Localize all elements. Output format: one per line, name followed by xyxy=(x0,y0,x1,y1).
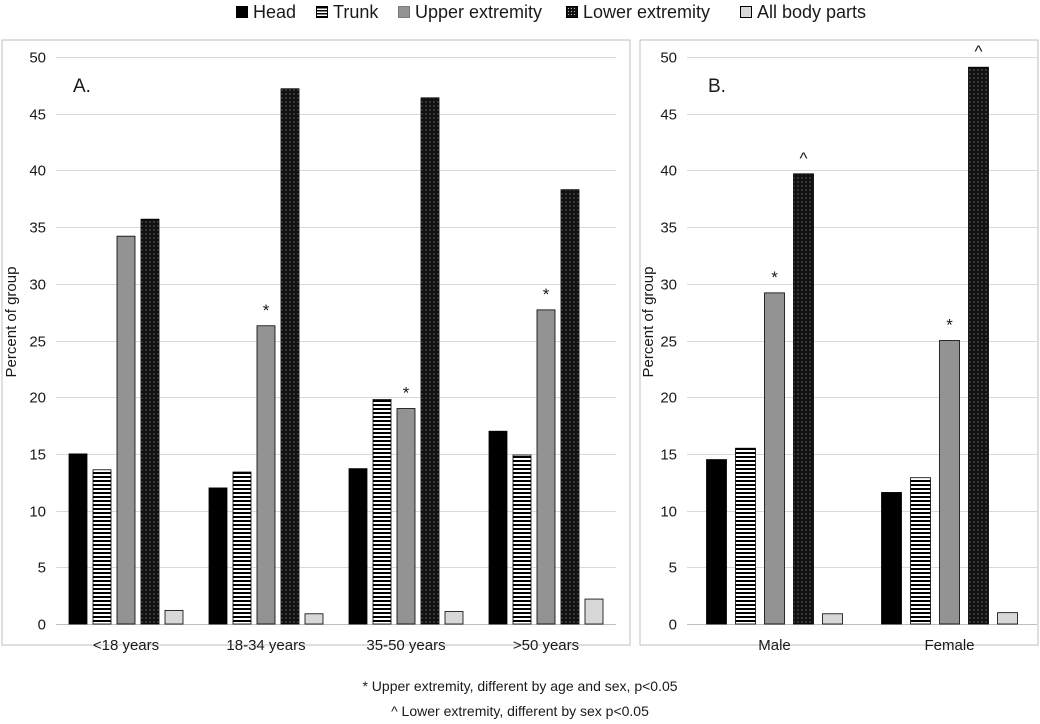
y-tick-label: 35 xyxy=(29,220,46,237)
legend-item-upper-extremity: Upper extremity xyxy=(398,0,542,24)
y-tick-label: 15 xyxy=(29,447,46,464)
bar-all-18-34-years xyxy=(304,613,324,625)
bar-trunk-18-34-years xyxy=(232,471,252,625)
bar-head-male xyxy=(706,459,727,625)
legend-label-head: Head xyxy=(253,1,297,22)
y-tick-label: 5 xyxy=(669,560,677,577)
bar-lower-50-years xyxy=(560,189,580,625)
legend-swatch-upper xyxy=(398,6,410,18)
significance-mark: ^ xyxy=(800,149,808,168)
y-tick-label: 40 xyxy=(660,163,677,180)
legend-swatch-head xyxy=(236,6,248,18)
chart-legend: Head Trunk Upper extremity Lower extremi… xyxy=(0,0,1040,26)
legend-label-all: All body parts xyxy=(757,1,867,22)
y-tick-label: 10 xyxy=(29,504,46,521)
legend-label-trunk: Trunk xyxy=(333,1,379,22)
bar-head-35-50-years xyxy=(348,468,368,625)
bar-lower-35-50-years xyxy=(420,97,440,625)
significance-mark: * xyxy=(946,316,953,335)
y-tick-label: 20 xyxy=(660,390,677,407)
y-tick-label: 5 xyxy=(38,560,46,577)
y-tick-label: 20 xyxy=(29,390,46,407)
bar-all-50-years xyxy=(584,598,604,625)
legend-item-all-body-parts: All body parts xyxy=(740,0,866,24)
panel-title: A. xyxy=(73,76,91,97)
panel-frame xyxy=(1,39,631,646)
bar-all-male xyxy=(822,613,843,625)
y-tick-label: 0 xyxy=(669,617,677,634)
chart-panel-a: 0 5 10 15 20 25 30 35 40 45 50 A. Percent of group <1… xyxy=(1,39,631,654)
bar-upper-50-years xyxy=(536,309,556,625)
bar-upper-female xyxy=(939,340,960,625)
bar-upper-35-50-years xyxy=(396,408,416,625)
bar-all-female xyxy=(997,612,1018,625)
y-tick-label: 45 xyxy=(29,107,46,124)
legend-item-trunk: Trunk xyxy=(316,0,378,24)
bar-trunk-female xyxy=(910,477,931,625)
bar-lower-female xyxy=(968,66,989,625)
legend-label-lower: Lower extremity xyxy=(583,1,711,22)
bar-trunk-50-years xyxy=(512,454,532,625)
bar-head-50-years xyxy=(488,430,508,625)
bar-trunk-35-50-years xyxy=(372,399,392,625)
significance-mark: * xyxy=(403,384,410,403)
x-tick-label-18-years: <18 years xyxy=(93,637,159,654)
footnote-lower: ^ Lower extremity, different by sex p<0.… xyxy=(391,703,649,719)
panel-title: B. xyxy=(708,76,726,97)
y-tick-label: 25 xyxy=(660,334,677,351)
bar-trunk-18-years xyxy=(92,469,112,625)
y-tick-label: 50 xyxy=(29,50,46,67)
bar-lower-male xyxy=(793,173,814,625)
x-tick-label-35-50-years: 35-50 years xyxy=(366,637,445,654)
significance-mark: * xyxy=(543,285,550,304)
legend-swatch-trunk xyxy=(316,6,328,18)
y-axis-label: Percent of group xyxy=(640,267,657,378)
bar-all-35-50-years xyxy=(444,611,464,625)
bar-upper-male xyxy=(764,292,785,625)
panel-frame xyxy=(639,39,1039,646)
y-tick-label: 10 xyxy=(660,504,677,521)
bar-all-18-years xyxy=(164,609,184,625)
y-tick-label: 30 xyxy=(29,277,46,294)
bar-head-female xyxy=(881,492,902,625)
legend-swatch-all xyxy=(740,6,752,18)
significance-mark: * xyxy=(771,268,778,287)
x-tick-label-18-34-years: 18-34 years xyxy=(226,637,305,654)
y-tick-label: 15 xyxy=(660,447,677,464)
bar-trunk-male xyxy=(735,447,756,625)
legend-swatch-lower xyxy=(566,6,578,18)
significance-mark: ^ xyxy=(975,42,983,61)
legend-item-lower-extremity: Lower extremity xyxy=(566,0,710,24)
bar-lower-18-34-years xyxy=(280,88,300,625)
chart-panel-b: 0 5 10 15 20 25 30 35 40 45 50 B. Percent of group * ^… xyxy=(639,39,1039,654)
bar-head-18-years xyxy=(68,453,88,625)
bar-upper-18-years xyxy=(116,235,136,625)
bar-upper-18-34-years xyxy=(256,325,276,625)
y-tick-label: 50 xyxy=(660,50,677,67)
legend-item-head: Head xyxy=(236,0,296,24)
x-tick-label-male: Male xyxy=(758,637,791,654)
x-tick-label-female: Female xyxy=(924,637,974,654)
y-tick-label: 35 xyxy=(660,220,677,237)
y-axis-label: Percent of group xyxy=(3,267,20,378)
y-tick-label: 0 xyxy=(38,617,46,634)
significance-mark: * xyxy=(263,301,270,320)
bar-head-18-34-years xyxy=(208,487,228,625)
x-tick-label-50-years: >50 years xyxy=(513,637,579,654)
y-tick-label: 40 xyxy=(29,163,46,180)
legend-label-upper: Upper extremity xyxy=(415,1,543,22)
y-tick-label: 25 xyxy=(29,334,46,351)
footnote-upper: * Upper extremity, different by age and … xyxy=(362,678,678,694)
y-tick-label: 30 xyxy=(660,277,677,294)
bar-lower-18-years xyxy=(140,218,160,625)
y-tick-label: 45 xyxy=(660,107,677,124)
